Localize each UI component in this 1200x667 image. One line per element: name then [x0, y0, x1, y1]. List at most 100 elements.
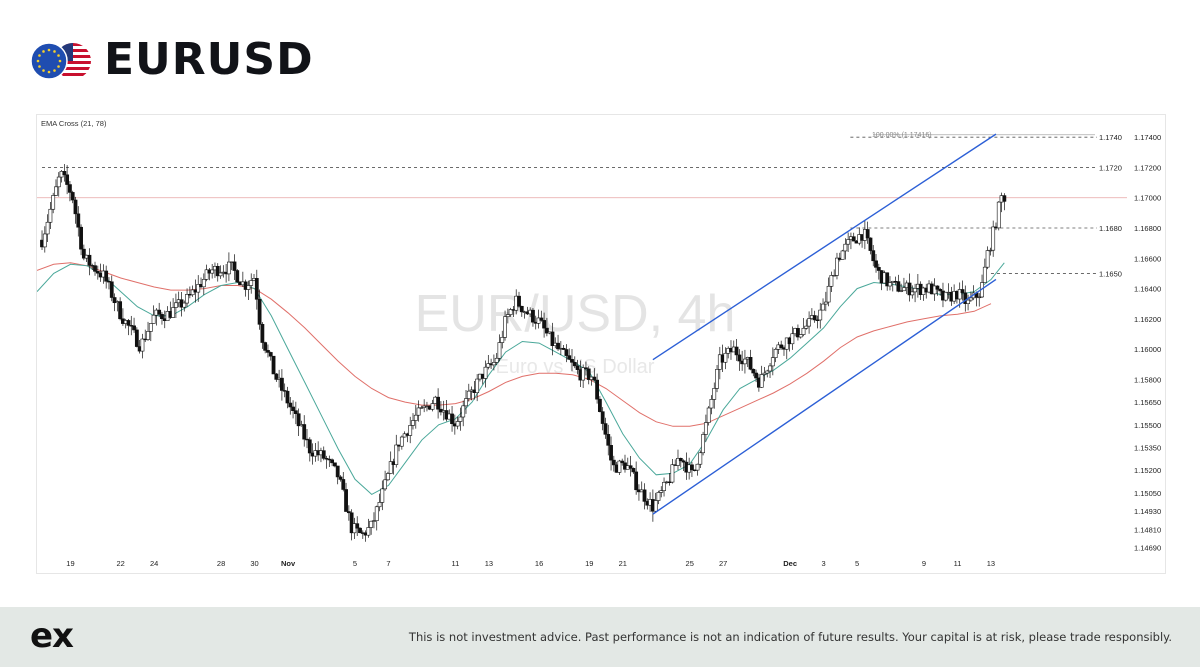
- candle-up: [617, 460, 622, 473]
- candle-up: [372, 520, 376, 522]
- candle-up: [821, 303, 825, 311]
- level-label: 1.1650: [1099, 269, 1122, 278]
- candle-up: [419, 407, 424, 409]
- candle-up: [698, 452, 703, 465]
- candle-down: [681, 460, 686, 463]
- candle-down: [678, 457, 683, 462]
- candle-up: [374, 506, 379, 521]
- candle-up: [455, 421, 460, 427]
- candle-down: [1002, 195, 1007, 202]
- x-tick-label: 11: [452, 559, 460, 568]
- disclaimer-text: This is not investment advice. Past perf…: [408, 630, 1172, 644]
- candle-up: [54, 186, 58, 196]
- candle-down: [436, 396, 441, 410]
- candle-up: [723, 352, 728, 363]
- candle-down: [620, 460, 625, 464]
- x-tick-label: 19: [66, 559, 74, 568]
- x-tick-label: 28: [217, 559, 225, 568]
- candle-up: [762, 372, 767, 375]
- candle-down: [293, 410, 298, 415]
- footer: [0, 607, 1200, 667]
- candle-up: [505, 314, 510, 317]
- candle-up: [413, 414, 418, 421]
- candle-down: [938, 289, 943, 292]
- eu-star-icon: [58, 59, 62, 63]
- candle-up: [500, 337, 505, 343]
- candle-down: [321, 450, 326, 459]
- y-tick-label: 1.16600: [1134, 254, 1161, 263]
- candle-down: [544, 327, 549, 334]
- candle-down: [79, 226, 83, 250]
- candle-up: [140, 338, 145, 352]
- candle-up: [246, 285, 251, 290]
- eu-star-icon: [47, 48, 51, 52]
- candle-down: [93, 265, 97, 272]
- candle-down: [815, 319, 820, 321]
- candle-down: [257, 298, 262, 325]
- x-tick-label: 13: [485, 559, 493, 568]
- candle-down: [876, 267, 881, 271]
- y-tick-label: 1.15050: [1134, 489, 1161, 498]
- eu-star-icon: [42, 69, 45, 72]
- candle-down: [450, 413, 454, 425]
- candle-down: [611, 459, 616, 466]
- candle-up: [656, 492, 661, 501]
- candle-up: [182, 302, 187, 308]
- candle-up: [483, 366, 488, 379]
- candle-down: [76, 213, 81, 228]
- candle-down: [572, 362, 577, 367]
- eu-star-icon: [38, 54, 41, 57]
- y-tick-label: 1.17400: [1134, 133, 1161, 142]
- candle-down: [796, 328, 800, 338]
- candle-up: [366, 527, 371, 536]
- candle-up: [804, 325, 809, 329]
- candle-up: [385, 473, 390, 481]
- candle-up: [835, 257, 839, 276]
- candle-up: [388, 461, 393, 474]
- candle-up: [48, 208, 53, 223]
- candle-down: [584, 367, 588, 370]
- eu-us-flags-icon: [30, 42, 91, 80]
- price-chart: EUR/USD, 4h Euro vs US Dollar 1.1740 1.172…: [37, 119, 1161, 568]
- x-tick-label: 7: [386, 559, 390, 568]
- candle-up: [383, 479, 388, 490]
- candle-up: [196, 284, 201, 293]
- candle-down: [634, 471, 639, 491]
- x-tick-label: 9: [922, 559, 926, 568]
- candle-up: [146, 331, 150, 340]
- candle-down: [302, 424, 307, 440]
- candle-up: [508, 309, 513, 315]
- candle-down: [341, 479, 346, 490]
- candle-down: [109, 281, 114, 298]
- candle-down: [112, 297, 117, 304]
- candle-up: [42, 233, 47, 248]
- y-tick-label: 1.15500: [1134, 421, 1161, 430]
- x-tick-label: 27: [719, 559, 727, 568]
- y-tick-label: 1.15350: [1134, 444, 1161, 453]
- candle-down: [539, 317, 544, 321]
- candle-up: [790, 333, 795, 345]
- candle-up: [985, 250, 990, 268]
- candle-up: [174, 302, 178, 308]
- candle-down: [779, 344, 784, 348]
- candle-down: [751, 368, 756, 374]
- candle-down: [575, 365, 580, 370]
- candle-down: [157, 309, 162, 315]
- x-tick-label: 24: [150, 559, 158, 568]
- candle-up: [843, 243, 848, 252]
- candle-up: [380, 488, 385, 503]
- candle-up: [840, 250, 845, 260]
- candle-down: [628, 465, 633, 469]
- candle-down: [907, 282, 912, 296]
- x-tick-label: 22: [117, 559, 125, 568]
- candle-up: [759, 374, 764, 388]
- candle-up: [227, 261, 231, 275]
- candle-up: [715, 369, 719, 389]
- candle-up: [408, 425, 413, 436]
- candle-up: [770, 357, 775, 367]
- candle-down: [586, 368, 591, 380]
- candle-up: [486, 363, 491, 368]
- page-title: EURUSD: [104, 34, 314, 85]
- candle-down: [118, 301, 123, 320]
- candle-down: [62, 171, 67, 176]
